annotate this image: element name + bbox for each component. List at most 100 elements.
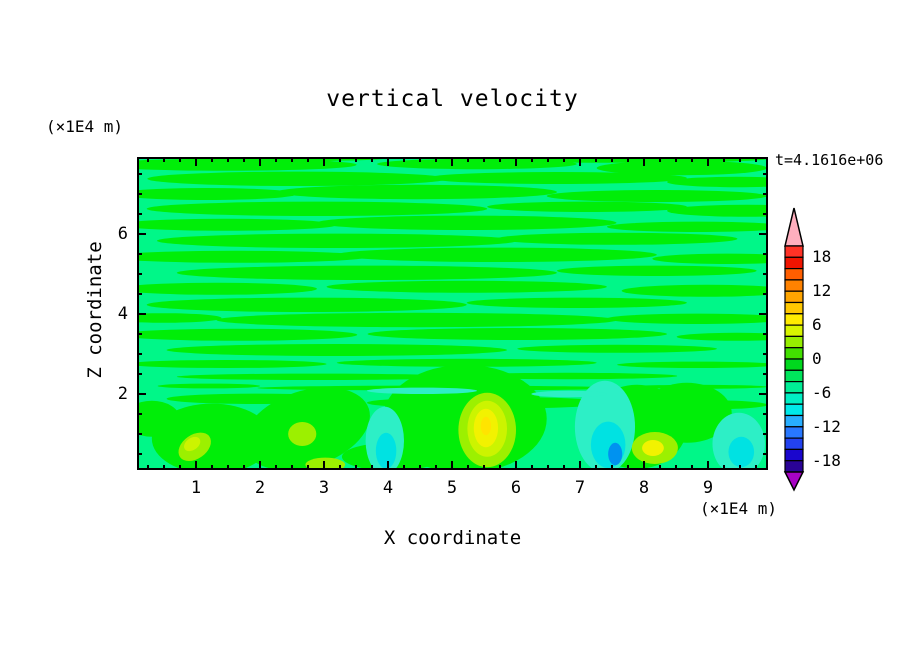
time-annotation: t=4.1616e+06 — [775, 151, 884, 169]
stripe-band — [176, 265, 557, 280]
colorbar-value-label: -18 — [812, 450, 841, 470]
colorbar-cell — [784, 403, 804, 417]
stripe-band — [652, 253, 768, 264]
stripe-band — [487, 201, 687, 212]
colorbar-cell — [784, 426, 804, 439]
stripe-band — [166, 344, 508, 356]
colorbar-value-label: -12 — [812, 416, 841, 436]
contour-blob-core — [480, 416, 492, 436]
stripe-band — [667, 204, 768, 217]
stripe-band — [427, 172, 687, 184]
colorbar-value-label: 6 — [812, 315, 822, 335]
contour-blob-cyan — [375, 432, 397, 469]
colorbar-cell — [784, 369, 804, 383]
colorbar-cell — [784, 301, 804, 315]
stripe-band — [336, 247, 657, 262]
stripe-band — [146, 297, 467, 312]
contour-plot-area — [137, 157, 768, 470]
stripe-band — [137, 313, 222, 323]
contour-blob-turquoise — [366, 387, 477, 394]
colorbar-cell — [784, 335, 804, 349]
colorbar-value-label: 0 — [812, 349, 822, 368]
stripe-band — [336, 358, 597, 367]
stripe-band — [137, 188, 298, 200]
y-tick-label: 4 — [117, 304, 128, 324]
stripe-band — [667, 176, 768, 188]
colorbar-cell — [784, 392, 804, 405]
stripe-band — [156, 233, 517, 248]
stripe-band — [137, 250, 367, 263]
stripe-band — [137, 328, 358, 341]
colorbar-cell — [784, 324, 804, 337]
colorbar-arrow-bottom — [783, 471, 805, 492]
stripe-band — [276, 184, 557, 200]
contour-blob-yellow — [642, 440, 664, 456]
colorbar-arrow-top — [784, 207, 804, 247]
y-tick-label: 2 — [117, 384, 128, 404]
plot-frame — [137, 157, 768, 470]
contour-blob-chartreuse — [288, 422, 317, 446]
colorbar-cell — [784, 256, 804, 270]
colorbar-cell — [784, 267, 804, 281]
colorbar-cell — [784, 437, 804, 451]
contour-blob-cyan — [728, 436, 755, 468]
stripe-band — [556, 265, 757, 276]
stripe-band — [596, 160, 767, 176]
colorbar-cell — [784, 313, 804, 326]
stripe-band — [147, 171, 447, 186]
stripe-band — [606, 313, 768, 324]
stripe-band — [137, 360, 327, 368]
colorbar-value-label: 18 — [812, 247, 832, 267]
colorbar-cell — [784, 290, 804, 304]
stripe-band — [316, 215, 617, 230]
colorbar-cell — [784, 358, 804, 371]
colorbar-cell — [784, 279, 804, 292]
contour-blob-green — [137, 400, 180, 437]
stripe-band — [137, 282, 317, 295]
colorbar-cell — [784, 381, 804, 394]
stripe-band — [216, 312, 618, 328]
contour-blob-blue — [608, 442, 623, 466]
stripe-band — [466, 297, 687, 308]
stripe-band — [137, 218, 337, 231]
y-tick-label: 6 — [117, 224, 128, 244]
x-tick-label: 2 — [254, 478, 266, 498]
plot-title: vertical velocity — [326, 86, 579, 112]
stripe-band — [676, 332, 768, 341]
x-tick-label: 1 — [190, 478, 202, 498]
colorbar-cell — [784, 448, 804, 462]
stripe-band — [157, 383, 260, 389]
y-axis-unit-label: (×1E4 m) — [46, 117, 124, 136]
colorbar-cell — [784, 460, 804, 473]
contour-blob-yellowgreen — [184, 436, 201, 452]
x-tick-label: 9 — [702, 478, 714, 498]
colorbar-cell — [784, 414, 804, 428]
x-tick-label: 8 — [638, 478, 650, 498]
colorbar-value-label: 12 — [812, 281, 832, 301]
x-tick-label: 5 — [446, 478, 458, 498]
stripe-band — [496, 232, 738, 245]
contour-blob-turquoise — [531, 390, 607, 398]
colorbar-cell — [784, 245, 804, 258]
stripe-band — [517, 344, 717, 353]
x-axis-unit-label: (×1E4 m) — [699, 499, 777, 518]
colorbar-scale — [783, 207, 805, 492]
stripe-band — [176, 373, 458, 380]
stripe-band — [621, 284, 768, 297]
y-axis-title: Z coordinate — [84, 241, 106, 379]
contour-blob-green — [642, 382, 732, 443]
stripe-band — [606, 221, 768, 232]
contour-blob-chartreuse — [305, 457, 346, 470]
x-tick-label: 4 — [382, 478, 394, 498]
colorbar-value-label: -6 — [812, 382, 832, 402]
stripe-band — [137, 158, 357, 171]
stripe-band — [367, 328, 668, 340]
x-tick-label: 7 — [574, 478, 586, 498]
x-axis-title: X coordinate — [383, 527, 522, 549]
x-tick-label: 3 — [318, 478, 330, 498]
stripe-band — [326, 280, 607, 293]
x-tick-label: 6 — [510, 478, 522, 498]
stripe-band — [146, 201, 488, 216]
stripe-band — [617, 361, 768, 368]
